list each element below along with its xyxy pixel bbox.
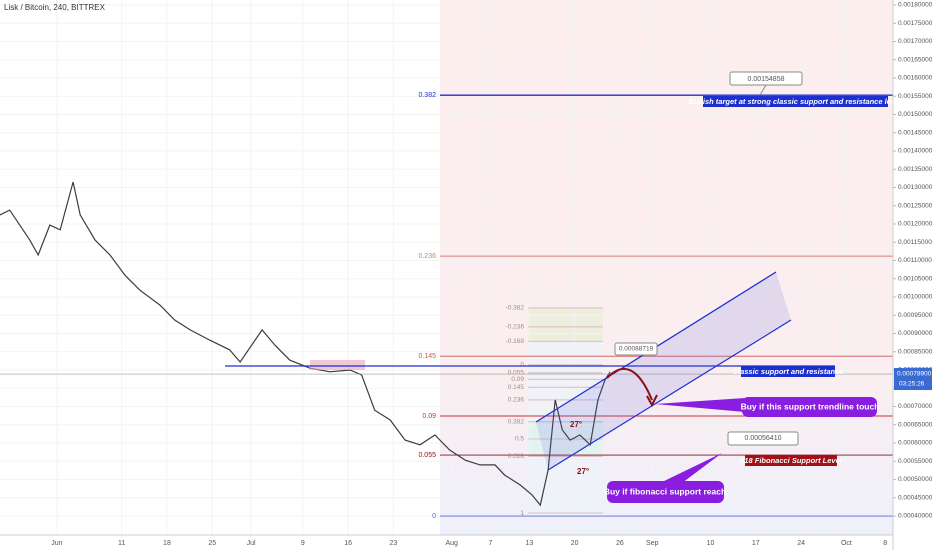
x-tick-label: 8 [883,540,887,547]
annotation-box [703,96,888,107]
x-tick-label: Aug [445,540,458,547]
annotation: Bullish target at strong classic support… [689,97,902,106]
x-tick-label: Jul [247,540,256,547]
y-tick-label: 0.00055000 [898,458,932,465]
annotation: 618 Fibonacci Support Level [740,456,843,465]
y-tick-label: 0.00165000 [898,56,932,63]
fib-zone [440,0,893,535]
zone [310,360,365,370]
curve-arrow [606,367,653,401]
x-tick-label: 13 [525,540,533,547]
y-tick-label: 0.00160000 [898,75,932,82]
small-fib-label: 0.09 [511,376,524,383]
small-fib-label: 1 [520,510,524,517]
y-tick-label: 0.00060000 [898,440,932,447]
angle-label: 27° [570,420,582,429]
tag-pointer [759,84,767,96]
y-tick-label: 0.00140000 [898,148,932,155]
y-tick-label: 0.00180000 [898,2,932,9]
small-fib-label: 0 [520,362,524,369]
annotation-box [745,455,837,466]
y-tick-label: 0.00115000 [898,239,932,246]
y-tick-label: 0.00100000 [898,294,932,301]
x-tick-label: 17 [752,540,760,547]
y-tick-label: 0.00045000 [898,494,932,501]
x-tick-label: Oct [841,540,852,547]
y-tick-label: 0.00145000 [898,129,932,136]
y-tick-label: 0.00105000 [898,275,932,282]
x-tick-label: 7 [489,540,493,547]
y-tick-label: 0.00135000 [898,166,932,173]
y-tick-label: 0.00070000 [898,403,932,410]
x-tick-label: 23 [390,540,398,547]
y-tick-label: 0.00150000 [898,111,932,118]
callout-text: Buy if fibonacci support reach [604,486,726,496]
fib-label: 0.09 [422,413,436,420]
callout-text: Buy if this support trendline touch [741,401,880,411]
small-fib-label: 0.382 [508,419,525,426]
price-tag-text: 0.00154858 [748,76,785,83]
current-price-label: 0.00078900 [897,371,932,378]
small-fib-label: -0.236 [506,324,525,331]
small-fib-band [528,308,603,341]
small-fib-label: 0.236 [508,397,525,404]
price-tag-text: 0.00056410 [745,435,782,442]
fib-label: 0.055 [418,452,436,459]
annotation: Classic support and resistance [733,367,844,376]
y-tick-label: 0.00120000 [898,221,932,228]
callout-pointer [655,398,745,412]
y-tick-label: 0.00125000 [898,202,932,209]
countdown: 03:25:26 [899,381,925,388]
y-tick-label: 0.00040000 [898,513,932,520]
channel-bottom [547,319,792,471]
small-fib-zone [528,308,603,516]
x-tick-label: 11 [118,540,125,547]
x-tick-label: 9 [301,540,305,547]
symbol-title: Lisk / Bitcoin, 240, BITTREX [4,3,106,12]
y-tick-label: 0.00110000 [898,257,932,264]
x-tick-label: 10 [707,540,715,547]
angle-label: 27° [577,467,589,476]
current-price-box [894,368,932,391]
fib-label: 0.236 [418,253,436,260]
small-fib-label: 0.618 [508,453,525,460]
y-tick-label: 0.00095000 [898,312,932,319]
y-tick-label: 0.00090000 [898,330,932,337]
callout [607,481,724,503]
x-tick-label: 24 [797,540,805,547]
y-tick-label: 0.00065000 [898,421,932,428]
small-fib-label: 0.5 [515,436,524,443]
y-tick-label: 0.00175000 [898,20,932,27]
price-tag [614,342,658,356]
x-tick-label: 25 [208,540,216,547]
price-tag [727,431,799,446]
x-tick-label: 20 [571,540,579,547]
y-tick-label: 0.00130000 [898,184,932,191]
y-tick-label: 0.00170000 [898,38,932,45]
fib-label: 0.382 [418,92,436,99]
x-tick-label: 18 [163,540,171,547]
small-fib-label: -0.382 [506,305,525,312]
price-tag-text: 0.00088719 [619,346,654,353]
x-tick-label: 16 [344,540,352,547]
callout [742,397,877,417]
annotation-box [741,366,835,377]
fib-label: 0 [432,513,436,520]
y-tick-label: 0.00155000 [898,93,932,100]
small-fib-label: 0.145 [508,384,525,391]
y-tick-label: 0.00085000 [898,348,932,355]
y-tick-label: 0.00050000 [898,476,932,483]
channel [536,272,791,470]
x-tick-label: Sep [646,540,659,547]
x-tick-label: Jun [51,540,62,547]
small-fib-label: -0.168 [506,338,525,345]
fib-label: 0.145 [418,353,436,360]
x-tick-label: 26 [616,540,624,547]
arrow-head [646,394,658,408]
small-fib-label: 0.055 [508,370,525,377]
